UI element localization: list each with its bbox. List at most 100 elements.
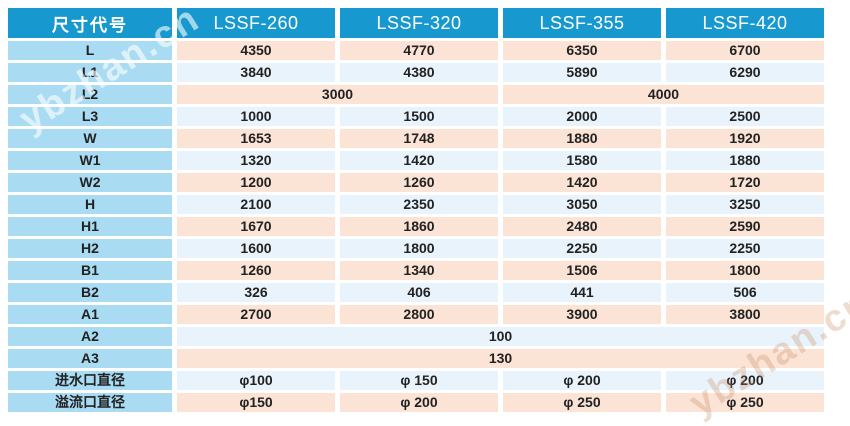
table-row: A2 100 <box>8 327 824 346</box>
cell-value: 1200 <box>177 173 335 192</box>
cell-value: 1800 <box>340 239 498 258</box>
table-row: H 2100 2350 3050 3250 <box>8 195 824 214</box>
cell-value: 4380 <box>340 63 498 82</box>
cell-value: 1653 <box>177 129 335 148</box>
cell-value: φ 200 <box>666 371 824 390</box>
cell-value: 6700 <box>666 41 824 60</box>
cell-value: 1500 <box>340 107 498 126</box>
cell-value: 1800 <box>666 261 824 280</box>
table-row: B2 326 406 441 506 <box>8 283 824 302</box>
table-row: L2 3000 4000 <box>8 85 824 104</box>
cell-value: 6350 <box>503 41 661 60</box>
row-label: L1 <box>8 63 172 82</box>
cell-value: 3000 <box>177 85 498 104</box>
table-row: L1 3840 4380 5890 6290 <box>8 63 824 82</box>
cell-value: 1670 <box>177 217 335 236</box>
cell-value: 5890 <box>503 63 661 82</box>
header-model-lssf-260: LSSF-260 <box>177 8 335 38</box>
cell-value: 100 <box>177 327 824 346</box>
row-label: 溢流口直径 <box>8 393 172 412</box>
table-row: W 1653 1748 1880 1920 <box>8 129 824 148</box>
cell-value: 2500 <box>666 107 824 126</box>
cell-value: 1320 <box>177 151 335 170</box>
row-label: A2 <box>8 327 172 346</box>
cell-value: 506 <box>666 283 824 302</box>
cell-value: 2590 <box>666 217 824 236</box>
cell-value: 1748 <box>340 129 498 148</box>
row-label: H2 <box>8 239 172 258</box>
row-label: H1 <box>8 217 172 236</box>
cell-value: 2480 <box>503 217 661 236</box>
cell-value: 4000 <box>503 85 824 104</box>
cell-value: 4350 <box>177 41 335 60</box>
cell-value: 1340 <box>340 261 498 280</box>
cell-value: 1920 <box>666 129 824 148</box>
cell-value: φ 200 <box>503 371 661 390</box>
cell-value: 2350 <box>340 195 498 214</box>
cell-value: 1420 <box>503 173 661 192</box>
cell-value: 1720 <box>666 173 824 192</box>
cell-value: 3840 <box>177 63 335 82</box>
cell-value: 2800 <box>340 305 498 324</box>
cell-value: 2100 <box>177 195 335 214</box>
cell-value: 1260 <box>340 173 498 192</box>
table-row: A1 2700 2800 3900 3800 <box>8 305 824 324</box>
table-row: W2 1200 1260 1420 1720 <box>8 173 824 192</box>
cell-value: 130 <box>177 349 824 368</box>
cell-value: 1600 <box>177 239 335 258</box>
cell-value: 1580 <box>503 151 661 170</box>
row-label: L3 <box>8 107 172 126</box>
row-label: L <box>8 41 172 60</box>
table-row: L 4350 4770 6350 6700 <box>8 41 824 60</box>
cell-value: 3250 <box>666 195 824 214</box>
row-label: W2 <box>8 173 172 192</box>
cell-value: 1880 <box>666 151 824 170</box>
table-row: B1 1260 1340 1506 1800 <box>8 261 824 280</box>
row-label: H <box>8 195 172 214</box>
table-row: H2 1600 1800 2250 2250 <box>8 239 824 258</box>
table-row: A3 130 <box>8 349 824 368</box>
cell-value: 2250 <box>503 239 661 258</box>
cell-value: 2000 <box>503 107 661 126</box>
row-label: 进水口直径 <box>8 371 172 390</box>
cell-value: 1000 <box>177 107 335 126</box>
table-row: L3 1000 1500 2000 2500 <box>8 107 824 126</box>
cell-value: φ100 <box>177 371 335 390</box>
cell-value: 1260 <box>177 261 335 280</box>
row-label: B2 <box>8 283 172 302</box>
cell-value: φ150 <box>177 393 335 412</box>
header-dimension-code: 尺寸代号 <box>8 8 172 38</box>
cell-value: 2250 <box>666 239 824 258</box>
row-label: A1 <box>8 305 172 324</box>
table-row: W1 1320 1420 1580 1880 <box>8 151 824 170</box>
row-label: L2 <box>8 85 172 104</box>
table-row: H1 1670 1860 2480 2590 <box>8 217 824 236</box>
cell-value: φ 200 <box>340 393 498 412</box>
table-row: 进水口直径 φ100 φ 150 φ 200 φ 200 <box>8 371 824 390</box>
dimension-table: 尺寸代号 LSSF-260 LSSF-320 LSSF-355 LSSF-420… <box>3 5 829 415</box>
cell-value: 2700 <box>177 305 335 324</box>
cell-value: 1880 <box>503 129 661 148</box>
cell-value: 1506 <box>503 261 661 280</box>
cell-value: 1420 <box>340 151 498 170</box>
cell-value: 3800 <box>666 305 824 324</box>
cell-value: φ 150 <box>340 371 498 390</box>
cell-value: φ 250 <box>666 393 824 412</box>
cell-value: φ 250 <box>503 393 661 412</box>
cell-value: 1860 <box>340 217 498 236</box>
row-label: W <box>8 129 172 148</box>
cell-value: 6290 <box>666 63 824 82</box>
cell-value: 441 <box>503 283 661 302</box>
cell-value: 326 <box>177 283 335 302</box>
header-model-lssf-420: LSSF-420 <box>666 8 824 38</box>
row-label: B1 <box>8 261 172 280</box>
cell-value: 4770 <box>340 41 498 60</box>
cell-value: 406 <box>340 283 498 302</box>
header-model-lssf-355: LSSF-355 <box>503 8 661 38</box>
row-label: W1 <box>8 151 172 170</box>
header-row: 尺寸代号 LSSF-260 LSSF-320 LSSF-355 LSSF-420 <box>8 8 824 38</box>
table-row: 溢流口直径 φ150 φ 200 φ 250 φ 250 <box>8 393 824 412</box>
row-label: A3 <box>8 349 172 368</box>
header-model-lssf-320: LSSF-320 <box>340 8 498 38</box>
